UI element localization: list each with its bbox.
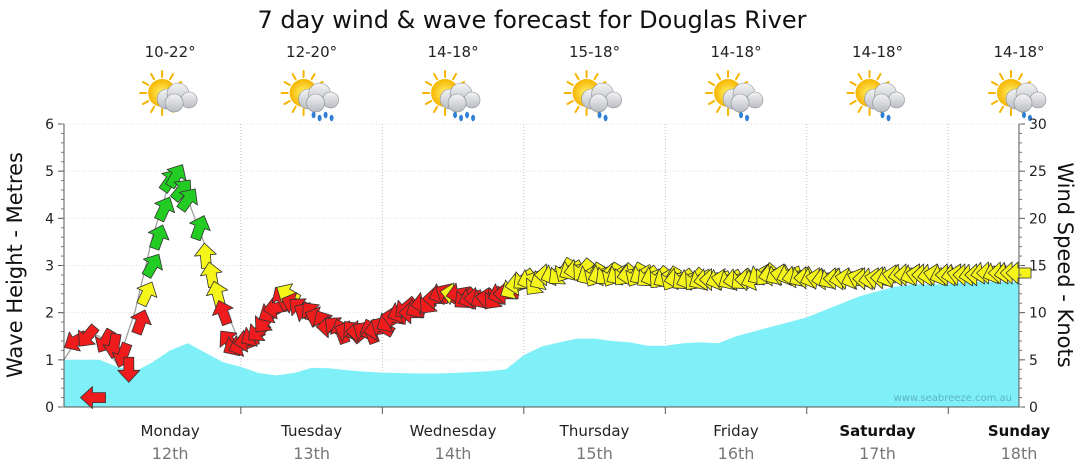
date-label: 14th <box>435 444 472 463</box>
y-tick-label: 3 <box>45 259 54 275</box>
temperature-range: 10-22° <box>145 43 196 61</box>
watermark-text: www.seabreeze.com.au <box>894 393 1012 404</box>
y2-tick-label: 30 <box>1029 117 1047 133</box>
wind-arrows <box>64 164 1032 410</box>
y2-tick-label: 20 <box>1029 211 1047 227</box>
cloud-icon <box>722 82 764 113</box>
day-label: Sunday <box>988 422 1051 440</box>
y-tick-label: 6 <box>45 117 54 133</box>
y2-tick-label: 0 <box>1029 400 1038 416</box>
wind-arrow <box>212 300 234 327</box>
cloud-icon <box>1005 82 1047 113</box>
y-axis-title: Wave Height - Metres <box>3 152 27 378</box>
wind-arrow <box>130 309 152 336</box>
date-label: 18th <box>1001 444 1038 463</box>
wind-arrow <box>147 224 170 251</box>
y-tick-label: 2 <box>45 306 54 322</box>
rain-icon <box>422 70 481 122</box>
showers-icon <box>846 70 905 122</box>
cloud-icon <box>439 82 481 113</box>
temperature-range: 15-18° <box>569 43 620 61</box>
day-label: Thursday <box>559 422 630 440</box>
temperature-range: 12-20° <box>286 43 337 61</box>
cloud-icon <box>298 82 339 113</box>
y2-tick-label: 10 <box>1029 306 1047 322</box>
y2-axis-title: Wind Speed - Knots <box>1053 162 1077 367</box>
showers-icon <box>705 70 764 122</box>
y2-tick-label: 25 <box>1029 164 1047 180</box>
y2-tick-label: 5 <box>1029 353 1038 369</box>
y-tick-label: 4 <box>45 211 54 227</box>
wind-arrow <box>206 280 229 308</box>
wind-arrow <box>189 215 211 242</box>
cloud-icon <box>156 82 198 113</box>
axes: 0 1 2 3 4 5 6 0 5 10 15 20 25 30 Monday 12th Tuesday 13th… <box>45 117 1050 463</box>
wind-arrow <box>136 281 158 308</box>
temperature-range: 14-18° <box>710 43 761 61</box>
date-label: 13th <box>293 444 330 463</box>
date-label: 16th <box>718 444 755 463</box>
day-label: Wednesday <box>410 422 497 440</box>
day-label: Saturday <box>839 422 916 440</box>
cloud-icon <box>864 82 905 113</box>
temperature-range: 14-18° <box>993 43 1044 61</box>
day-label: Friday <box>713 422 759 440</box>
date-label: 12th <box>152 444 189 463</box>
chart-title: 7 day wind & wave forecast for Douglas R… <box>258 6 807 34</box>
wind-arrow <box>165 164 187 190</box>
day-label: Monday <box>141 422 200 440</box>
date-label: 15th <box>576 444 613 463</box>
day-label: Tuesday <box>280 422 342 440</box>
date-label: 17th <box>859 444 896 463</box>
wind-arrow <box>141 253 163 279</box>
showers-icon <box>563 70 622 122</box>
wind-arrow <box>154 196 175 223</box>
wind-arrow <box>117 356 141 383</box>
y2-tick-label: 15 <box>1029 259 1047 275</box>
rain-icon <box>280 70 339 122</box>
y-tick-label: 1 <box>45 353 54 369</box>
temperature-range: 14-18° <box>852 43 903 61</box>
wind-arrow <box>199 261 223 288</box>
partly-cloudy-icon <box>139 70 198 116</box>
temperature-range: 14-18° <box>428 43 479 61</box>
wind-arrow <box>176 188 198 213</box>
wind-arrow <box>80 386 106 410</box>
wind-arrow <box>78 323 100 347</box>
wave-height-area <box>64 282 1019 407</box>
day-forecasts: 10-22° 12-20° 14-18° 15-18° 14-18° 14-18° 14-1… <box>139 43 1047 122</box>
y-tick-label: 5 <box>45 164 54 180</box>
y-tick-label: 0 <box>45 400 54 416</box>
showers-icon <box>988 70 1047 122</box>
wind-arrow <box>194 242 217 269</box>
cloud-icon <box>581 82 622 113</box>
